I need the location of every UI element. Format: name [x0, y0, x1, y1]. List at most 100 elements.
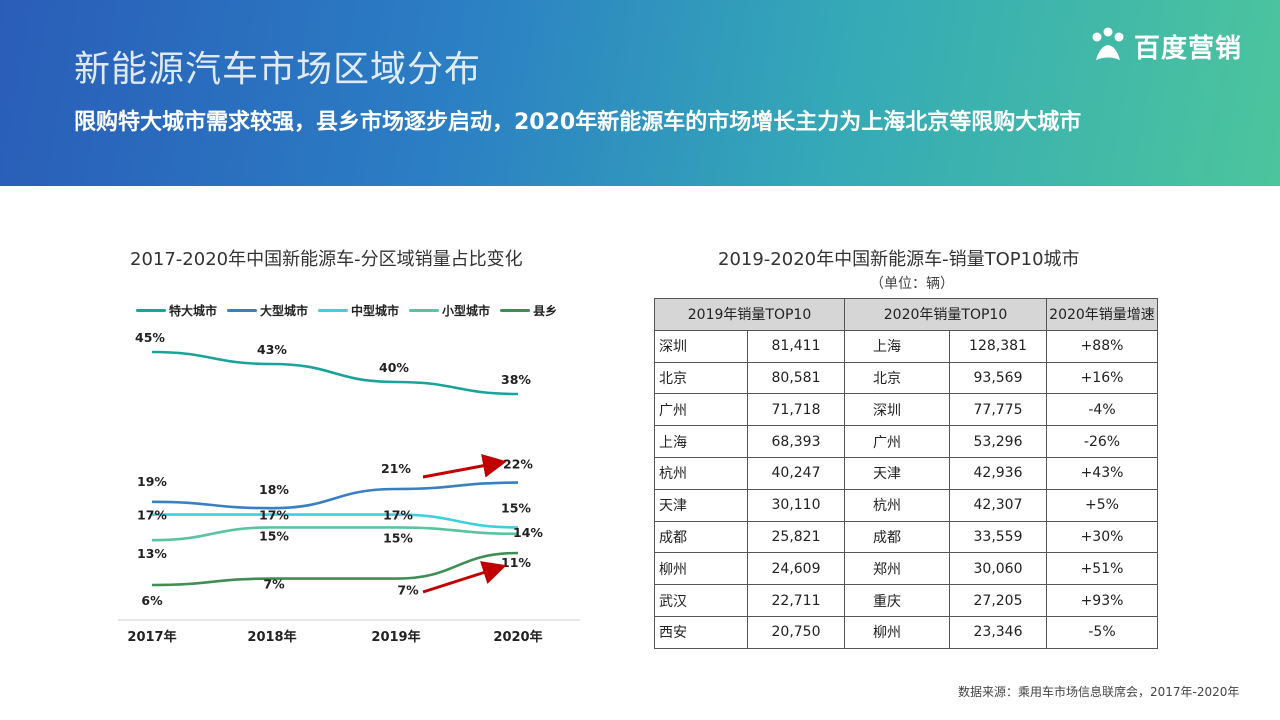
sales-2020-cell: 30,060	[949, 552, 1047, 586]
data-label: 40%	[379, 360, 409, 375]
sales-2020-cell: 77,775	[949, 393, 1047, 427]
highlight-arrow	[422, 453, 507, 479]
legend-swatch	[409, 309, 440, 312]
growth-cell: +16%	[1046, 361, 1158, 395]
city-2020-cell: 上海	[844, 329, 950, 363]
data-label: 18%	[259, 482, 289, 497]
data-label: 45%	[135, 330, 165, 345]
paw-logo-icon	[1092, 27, 1124, 60]
sales-2019-cell: 68,393	[747, 425, 845, 458]
legend-swatch	[318, 309, 349, 312]
city-2020-cell: 杭州	[844, 488, 950, 522]
city-2019-cell: 北京	[654, 361, 748, 395]
legend-label: 县乡	[533, 304, 558, 318]
legend-label: 小型城市	[442, 304, 491, 318]
legend-label: 中型城市	[351, 304, 400, 318]
city-2019-cell: 武汉	[654, 584, 748, 617]
header-banner: 新能源汽车市场区域分布 限购特大城市需求较强，县乡市场逐步启动，2020年新能源…	[0, 0, 1280, 186]
growth-cell: -5%	[1046, 615, 1158, 649]
growth-cell: +43%	[1046, 456, 1158, 490]
city-2019-cell: 杭州	[654, 456, 748, 490]
growth-cell: +93%	[1046, 584, 1158, 617]
table-unit: （单位：辆）	[870, 276, 954, 292]
header-growth: 2020年销量增速	[1046, 298, 1158, 331]
x-tick-label: 2020年	[493, 629, 542, 645]
line-chart-title: 2017-2020年中国新能源车-分区域销量占比变化	[130, 249, 523, 270]
data-label: 14%	[513, 525, 543, 540]
line-chart: 2017年 2018年 2019年 2020年 45% 43% 40% 38% 19% 18% 21…	[118, 330, 580, 645]
growth-cell: -4%	[1046, 393, 1158, 427]
city-2020-cell: 柳州	[844, 615, 950, 649]
sales-2019-cell: 81,411	[747, 329, 845, 363]
city-2019-cell: 深圳	[654, 329, 748, 363]
legend-item: 特大城市	[136, 302, 217, 319]
table-row: 上海 68,393 广州 53,296 -26%	[654, 425, 1158, 458]
table-row: 柳州 24,609 郑州 30,060 +51%	[654, 552, 1158, 586]
table-row: 北京 80,581 北京 93,569 +16%	[654, 361, 1158, 395]
page-subtitle: 限购特大城市需求较强，县乡市场逐步启动，2020年新能源车的市场增长主力为上海北…	[74, 110, 1082, 135]
data-label: 38%	[501, 372, 531, 387]
data-label: 22%	[503, 457, 533, 472]
data-label: 7%	[397, 583, 419, 598]
series-line	[151, 481, 519, 510]
top10-table: 2019年销量TOP10 2020年销量TOP10 2020年销量增速 深圳 81…	[654, 298, 1158, 649]
legend-item: 县乡	[500, 302, 557, 319]
sales-2019-cell: 25,821	[747, 520, 845, 554]
city-2019-cell: 成都	[654, 520, 748, 554]
sales-2020-cell: 42,307	[949, 488, 1047, 522]
city-2020-cell: 重庆	[844, 584, 950, 617]
line-chart-legend: 特大城市 大型城市 中型城市 小型城市 县乡	[136, 302, 567, 319]
city-2020-cell: 北京	[844, 361, 950, 395]
growth-cell: +30%	[1046, 520, 1158, 554]
sales-2019-cell: 71,718	[747, 393, 845, 427]
growth-cell: +88%	[1046, 329, 1158, 363]
legend-swatch	[136, 309, 166, 312]
sales-2020-cell: 23,346	[949, 615, 1047, 649]
highlight-arrow	[422, 561, 507, 594]
data-label: 13%	[137, 546, 167, 561]
data-label: 19%	[137, 474, 167, 489]
header-2019: 2019年销量TOP10	[654, 298, 845, 331]
sales-2019-cell: 40,247	[747, 456, 845, 490]
city-2019-cell: 上海	[654, 425, 748, 458]
legend-item: 大型城市	[227, 302, 308, 319]
page-title: 新能源汽车市场区域分布	[74, 49, 482, 90]
x-tick-label: 2019年	[371, 629, 420, 645]
table-row: 武汉 22,711 重庆 27,205 +93%	[654, 584, 1158, 617]
series-line	[151, 526, 519, 542]
legend-item: 小型城市	[409, 302, 490, 319]
table-row: 西安 20,750 柳州 23,346 -5%	[654, 615, 1158, 649]
data-label: 21%	[381, 461, 411, 476]
city-2019-cell: 西安	[654, 615, 748, 649]
data-label: 6%	[141, 593, 163, 608]
city-2020-cell: 天津	[844, 456, 950, 490]
data-label: 15%	[501, 500, 531, 515]
sales-2020-cell: 93,569	[949, 361, 1047, 395]
growth-cell: -26%	[1046, 425, 1158, 458]
growth-cell: +5%	[1046, 488, 1158, 522]
legend-label: 大型城市	[260, 304, 309, 318]
city-2020-cell: 郑州	[844, 552, 950, 586]
data-label: 17%	[259, 508, 289, 523]
legend-label: 特大城市	[169, 304, 218, 318]
sales-2020-cell: 42,936	[949, 456, 1047, 490]
legend-swatch	[500, 309, 531, 312]
city-2020-cell: 广州	[844, 425, 950, 458]
city-2019-cell: 柳州	[654, 552, 748, 586]
city-2020-cell: 深圳	[844, 393, 950, 427]
data-label: 11%	[501, 555, 531, 570]
sales-2019-cell: 24,609	[747, 552, 845, 586]
table-row: 天津 30,110 杭州 42,307 +5%	[654, 488, 1158, 522]
data-label: 43%	[257, 342, 287, 357]
growth-cell: +51%	[1046, 552, 1158, 586]
sales-2020-cell: 128,381	[949, 329, 1047, 363]
table-header-row: 2019年销量TOP10 2020年销量TOP10 2020年销量增速	[654, 298, 1158, 331]
city-2020-cell: 成都	[844, 520, 950, 554]
table-body: 深圳 81,411 上海 128,381 +88% 北京 80,581 北京 93,569 +16…	[654, 329, 1158, 649]
series-line	[152, 513, 519, 529]
city-2019-cell: 天津	[654, 488, 748, 522]
x-tick-label: 2017年	[127, 629, 176, 645]
sales-2020-cell: 33,559	[949, 520, 1047, 554]
sales-2019-cell: 30,110	[747, 488, 845, 522]
sales-2019-cell: 20,750	[747, 615, 845, 649]
